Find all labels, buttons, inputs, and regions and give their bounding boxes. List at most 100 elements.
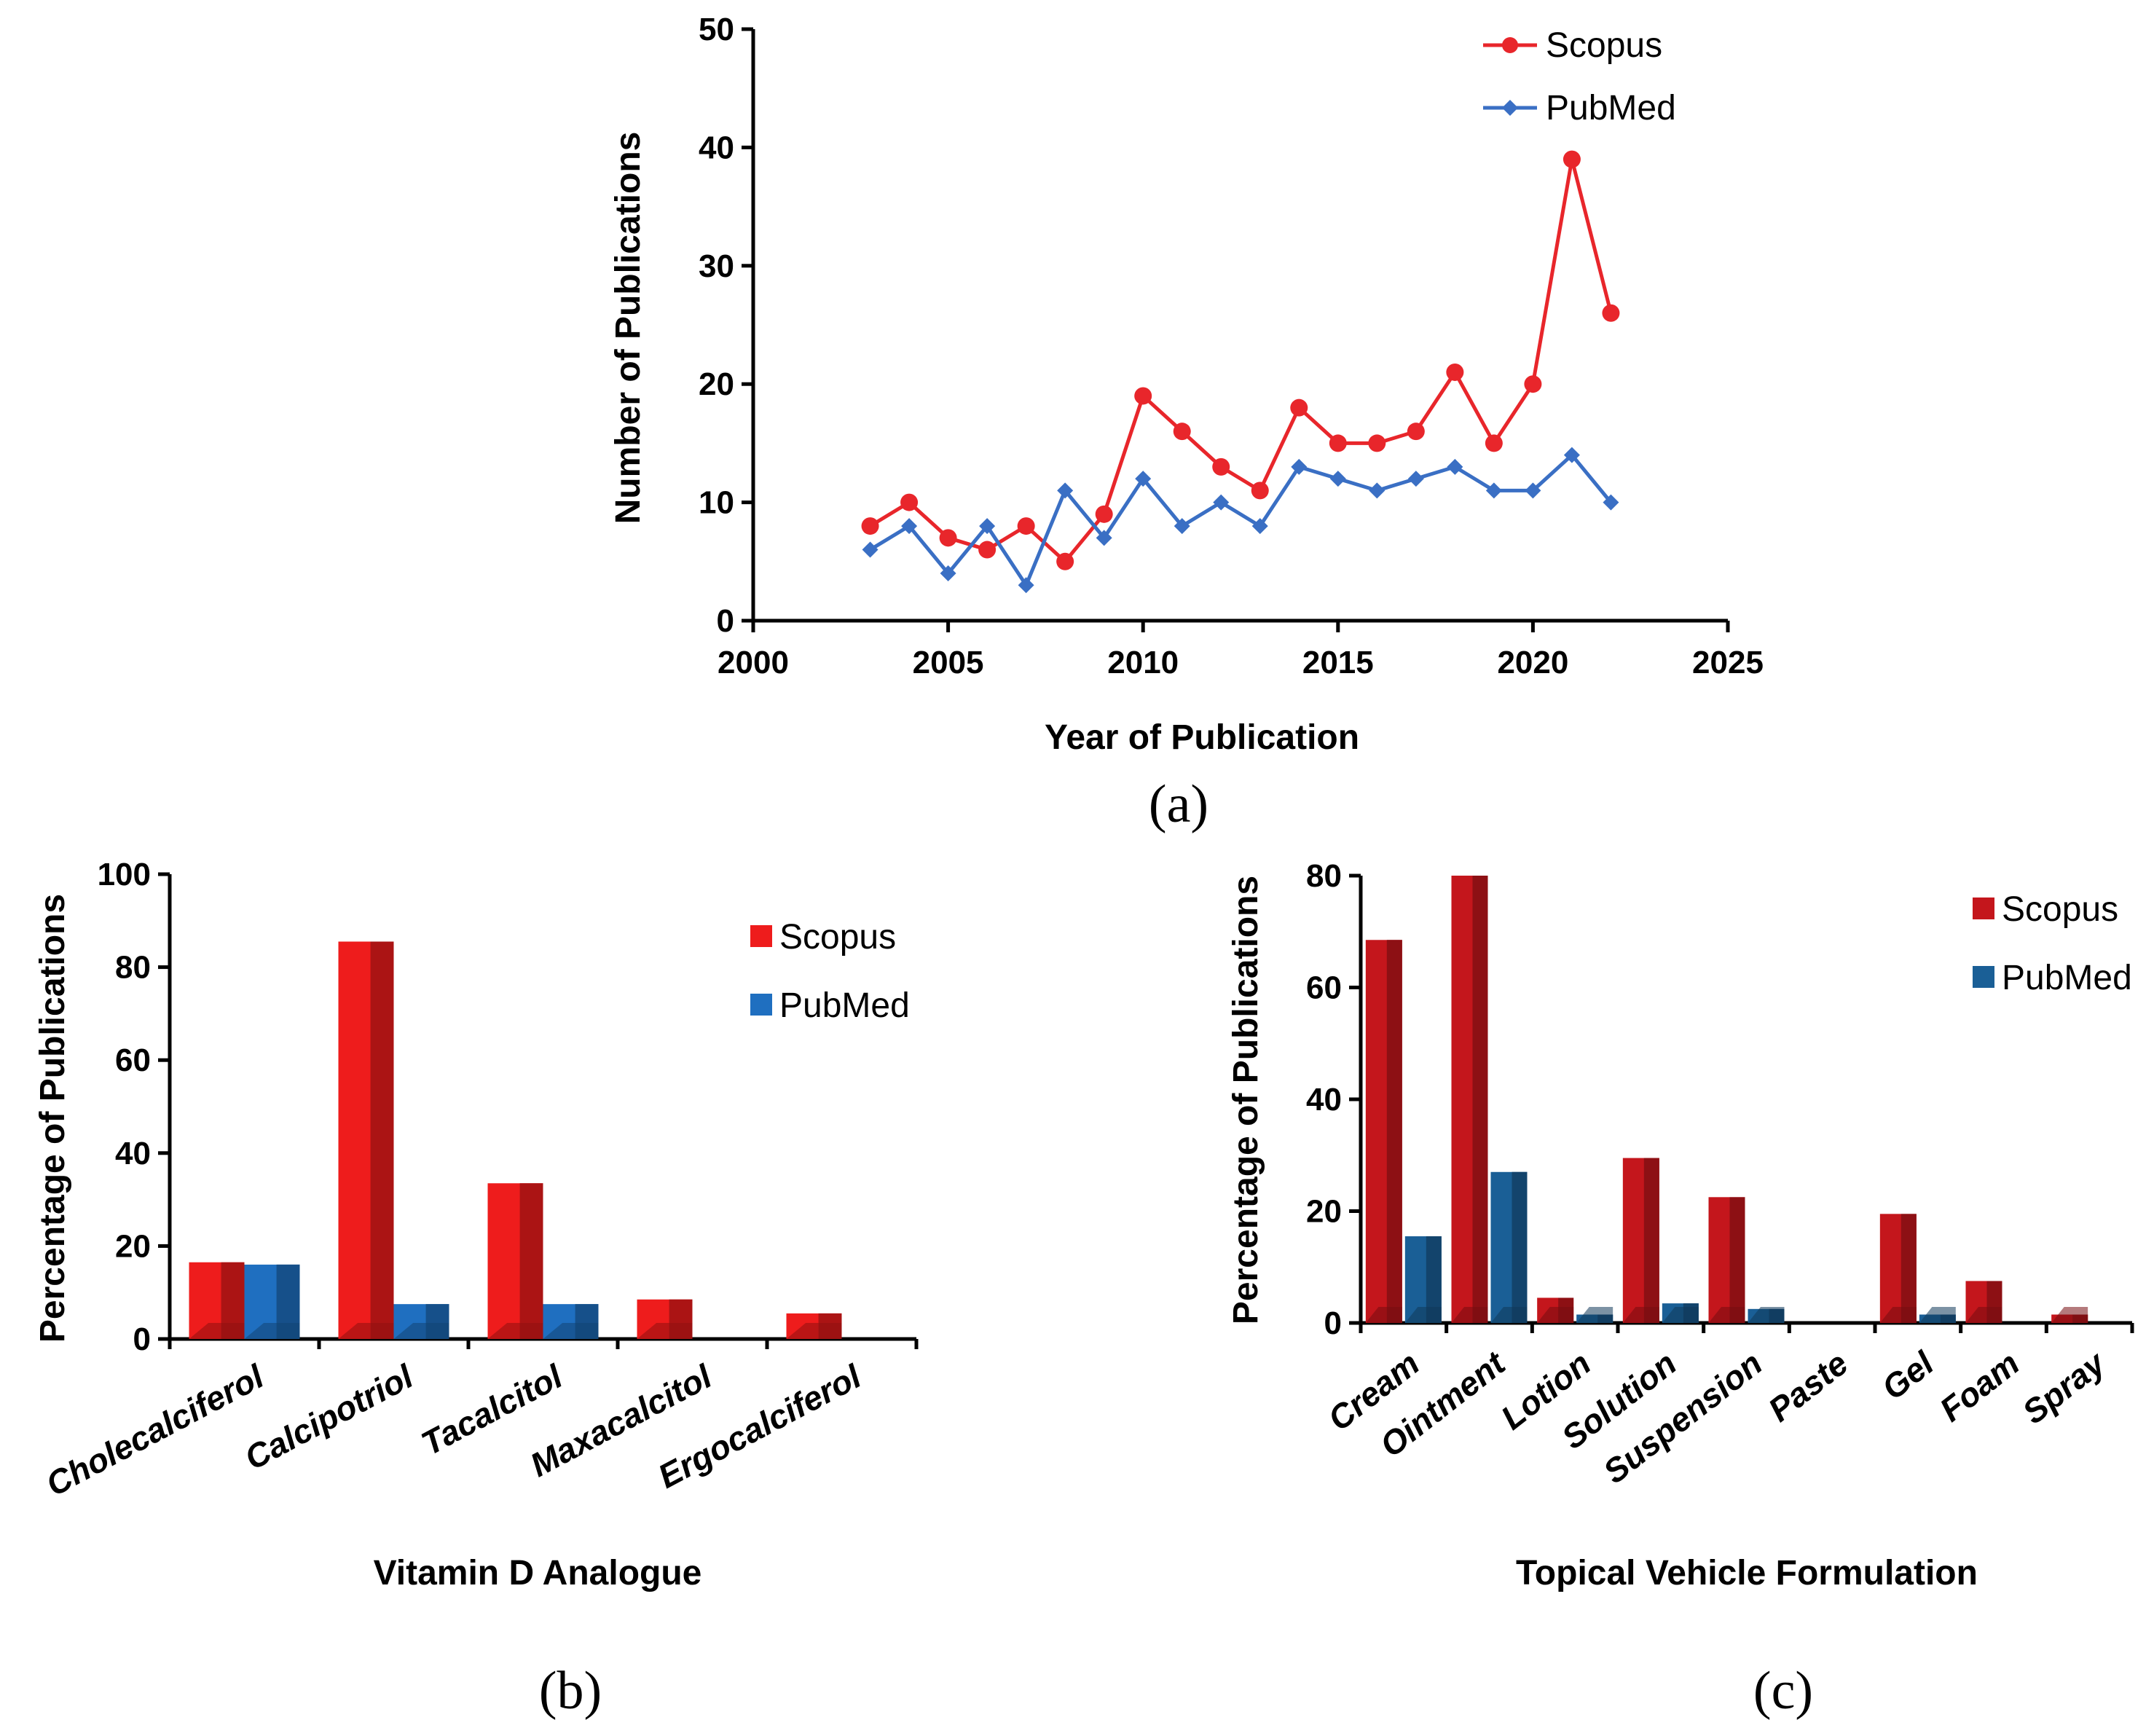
bar-scopus-side bbox=[1643, 1158, 1659, 1323]
panel-a-x-tick-label: 2025 bbox=[1692, 645, 1764, 680]
panel-b-legend: Scopus PubMed bbox=[750, 918, 910, 1025]
bar-pubmed-side bbox=[1426, 1236, 1442, 1323]
bar-pubmed bbox=[1490, 1171, 1528, 1323]
series-scopus-point bbox=[1017, 517, 1035, 535]
category-label: Gel bbox=[1875, 1343, 1941, 1407]
bar-scopus bbox=[1451, 876, 1488, 1323]
series-pubmed-point bbox=[1369, 482, 1385, 499]
bar-scopus bbox=[1708, 1197, 1745, 1323]
bar-pubmed bbox=[1919, 1307, 1956, 1323]
series-scopus-point bbox=[1329, 434, 1347, 452]
bar-pubmed-base bbox=[1748, 1307, 1785, 1323]
series-pubmed-point bbox=[1057, 482, 1074, 499]
bar-scopus-side bbox=[221, 1262, 245, 1339]
bar-scopus-side bbox=[370, 941, 394, 1339]
panel-b-y-tick-label: 40 bbox=[115, 1136, 151, 1171]
series-scopus-point bbox=[900, 493, 919, 511]
category-label: Calcipotriol bbox=[238, 1356, 420, 1477]
series-scopus-point bbox=[1056, 552, 1074, 570]
bar-scopus-base bbox=[487, 1323, 543, 1339]
bar-pubmed bbox=[1662, 1303, 1699, 1323]
panel-a-y-axis-title: Number of Publications bbox=[609, 132, 648, 525]
bar-pubmed bbox=[244, 1264, 300, 1339]
legend-scopus-label: Scopus bbox=[779, 918, 896, 957]
panel-a-y-tick-label: 50 bbox=[699, 12, 734, 47]
bar-scopus-base bbox=[189, 1323, 245, 1339]
panel-b-label: (b) bbox=[539, 1661, 602, 1721]
panel-b-y-tick-label: 20 bbox=[115, 1228, 151, 1264]
bar-pubmed-base bbox=[1490, 1307, 1528, 1323]
series-pubmed-point bbox=[1407, 471, 1424, 487]
bar-pubmed bbox=[393, 1304, 449, 1339]
series-scopus-point bbox=[1134, 387, 1152, 405]
series-pubmed-point bbox=[1213, 494, 1230, 511]
bar-scopus-side bbox=[1386, 940, 1402, 1323]
series-scopus-point bbox=[1602, 304, 1620, 322]
bar-scopus-base bbox=[338, 1323, 394, 1339]
bar-pubmed-base bbox=[1576, 1307, 1613, 1323]
bar-scopus-base bbox=[637, 1323, 693, 1339]
bar-pubmed-base bbox=[393, 1323, 449, 1339]
bar-scopus-base bbox=[1708, 1307, 1745, 1323]
panel-a-label: (a) bbox=[1149, 774, 1208, 834]
bar-scopus bbox=[1879, 1214, 1917, 1323]
series-pubmed-point bbox=[1447, 458, 1463, 475]
series-pubmed-point bbox=[1135, 471, 1152, 487]
panel-b-y-tick-label: 100 bbox=[98, 857, 151, 892]
panel-a-x-tick-label: 2000 bbox=[718, 645, 789, 680]
legend-pubmed-label: PubMed bbox=[2002, 959, 2132, 997]
bar-scopus bbox=[1622, 1158, 1659, 1323]
series-scopus-point bbox=[939, 529, 957, 547]
series-scopus-point bbox=[1485, 434, 1503, 452]
series-pubmed-point bbox=[1485, 482, 1502, 499]
series-scopus-point bbox=[861, 517, 879, 535]
category-label: Cholecalciferol bbox=[40, 1356, 271, 1503]
series-scopus-point bbox=[978, 541, 997, 559]
category-label: Paste bbox=[1761, 1344, 1855, 1429]
bar-scopus bbox=[1537, 1297, 1574, 1323]
panel-b-y-tick-label: 0 bbox=[133, 1321, 151, 1357]
series-scopus-point bbox=[1524, 375, 1542, 393]
bar-scopus-side bbox=[1472, 876, 1488, 1323]
series-pubmed-point bbox=[979, 518, 996, 535]
bar-scopus bbox=[637, 1299, 693, 1339]
legend-pubmed-swatch bbox=[750, 994, 772, 1016]
panel-b-y-tick-label: 80 bbox=[115, 950, 151, 986]
bar-pubmed-side bbox=[1512, 1171, 1528, 1323]
series-scopus-point bbox=[1407, 423, 1425, 441]
bar-scopus bbox=[338, 941, 394, 1339]
bar-pubmed-base bbox=[1662, 1307, 1699, 1323]
panel-a-y-tick-label: 0 bbox=[717, 603, 734, 639]
series-scopus-point bbox=[1290, 398, 1308, 417]
bar-scopus-side bbox=[519, 1183, 543, 1339]
panel-b-bar-chart: 0 20 40 60 80 100 CholecalciferolCalcipotriol… bbox=[34, 857, 919, 1721]
bar-scopus-base bbox=[1537, 1307, 1574, 1323]
panel-a-x-axis-title: Year of Publication bbox=[1045, 718, 1359, 757]
series-pubmed-point bbox=[1251, 518, 1268, 535]
series-pubmed-line bbox=[869, 453, 1613, 587]
bar-scopus-base bbox=[2051, 1307, 2088, 1323]
panel-c-label: (c) bbox=[1753, 1661, 1813, 1721]
legend-pubmed-label: PubMed bbox=[779, 986, 910, 1025]
bar-scopus-base bbox=[1879, 1307, 1917, 1323]
panel-c-legend: Scopus PubMed bbox=[1973, 890, 2132, 997]
category-label: Foam bbox=[1933, 1344, 2027, 1429]
series-scopus-line bbox=[869, 157, 1613, 564]
series-pubmed-point bbox=[940, 565, 956, 582]
bar-scopus bbox=[1365, 940, 1402, 1323]
bar-pubmed bbox=[1404, 1236, 1442, 1323]
bar-scopus-base bbox=[1451, 1307, 1488, 1323]
series-scopus-point bbox=[1173, 423, 1191, 441]
series-scopus-point bbox=[1368, 434, 1386, 452]
bar-scopus bbox=[487, 1183, 543, 1339]
series-pubmed-point bbox=[1603, 494, 1619, 511]
bar-scopus bbox=[2051, 1307, 2088, 1323]
panel-a-x-tick-label: 2010 bbox=[1107, 645, 1179, 680]
legend-scopus-swatch bbox=[1973, 898, 1994, 919]
panel-a-x-tick-label: 2005 bbox=[913, 645, 984, 680]
panel-a-y-tick-label: 20 bbox=[699, 366, 734, 402]
bar-pubmed-base bbox=[1919, 1307, 1956, 1323]
panel-a-x-tick-label: 2020 bbox=[1497, 645, 1568, 680]
bar-pubmed-base bbox=[244, 1323, 300, 1339]
